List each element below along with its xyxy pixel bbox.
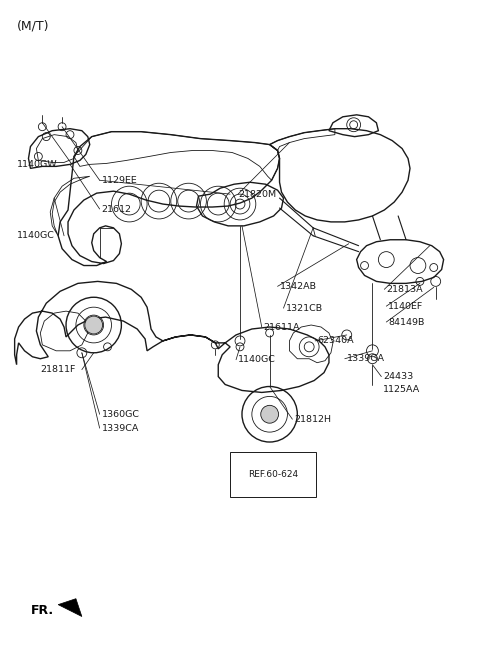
Text: 1140GC: 1140GC [17,231,55,240]
Text: 1125AA: 1125AA [384,385,420,394]
Circle shape [85,316,103,334]
Text: 1140GC: 1140GC [238,355,276,364]
Circle shape [261,405,278,423]
Text: REF.60-624: REF.60-624 [248,470,298,479]
Text: 1321CB: 1321CB [286,304,323,312]
Text: 21811F: 21811F [40,365,76,374]
Text: 1140GW: 1140GW [17,160,57,169]
Text: 24433: 24433 [384,372,414,381]
Text: 21611A: 21611A [264,322,300,331]
Text: 1339GA: 1339GA [347,354,385,364]
Polygon shape [58,599,82,616]
Text: 1129EE: 1129EE [102,176,137,185]
Text: 21813A: 21813A [386,285,423,294]
Text: 21812H: 21812H [294,415,331,424]
Text: 21820M: 21820M [238,190,276,198]
Text: (M/T): (M/T) [17,20,49,33]
Text: 1140EF: 1140EF [388,302,423,310]
Text: FR.: FR. [30,604,54,617]
Text: 84149B: 84149B [388,318,425,327]
Text: 62340A: 62340A [317,337,354,345]
Text: 21612: 21612 [102,204,132,214]
Text: 1339CA: 1339CA [102,424,139,433]
Text: 1360GC: 1360GC [102,410,140,419]
Text: 1342AB: 1342AB [279,282,316,291]
